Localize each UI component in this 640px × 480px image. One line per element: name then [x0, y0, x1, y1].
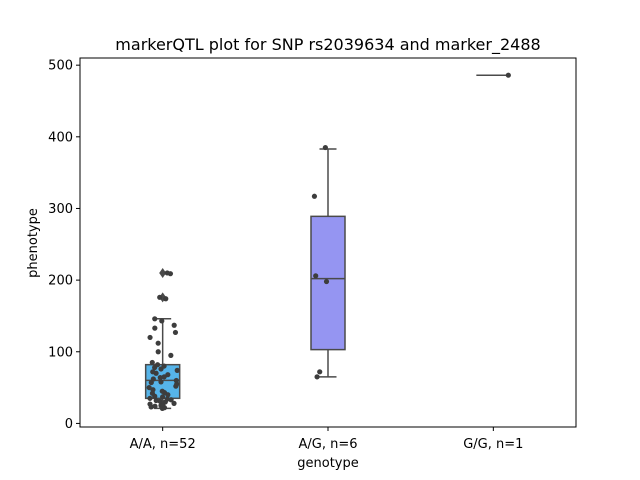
- data-point: [155, 349, 161, 355]
- y-tick-label: 200: [48, 274, 73, 289]
- data-point: [159, 318, 165, 324]
- box-group: [310, 144, 346, 380]
- y-axis-label: phenotype: [26, 208, 41, 278]
- data-point: [163, 296, 169, 302]
- x-tick-label: A/G, n=6: [298, 437, 357, 452]
- data-point: [149, 359, 155, 366]
- data-point: [171, 322, 177, 328]
- y-tick-label: 400: [48, 130, 73, 145]
- data-point: [322, 144, 328, 151]
- y-tick-label: 0: [65, 417, 73, 432]
- data-point: [165, 372, 171, 378]
- chart-title: markerQTL plot for SNP rs2039634 and mar…: [115, 35, 540, 55]
- data-point: [147, 401, 153, 407]
- plot-area: [144, 72, 511, 411]
- data-point: [150, 376, 156, 382]
- data-point: [314, 374, 320, 380]
- data-point: [168, 352, 174, 358]
- data-point: [161, 363, 167, 369]
- x-axis: A/A, n=52 A/G, n=6 G/G, n=1: [130, 427, 523, 452]
- y-tick-label: 300: [48, 202, 73, 217]
- x-tick-label: A/A, n=52: [130, 437, 196, 452]
- data-point: [311, 193, 318, 199]
- data-point: [147, 395, 153, 401]
- data-point: [164, 270, 170, 276]
- data-point: [173, 377, 179, 384]
- data-point: [158, 379, 164, 385]
- data-point: [172, 329, 179, 336]
- data-point: [323, 278, 330, 285]
- x-axis-label: genotype: [297, 456, 358, 471]
- data-point: [155, 340, 161, 346]
- y-axis: 0 100 200 300 400 500: [48, 59, 80, 432]
- data-point: [147, 334, 153, 341]
- data-point: [150, 387, 156, 393]
- box-group: [476, 72, 511, 78]
- outlier-marker: [159, 267, 167, 278]
- data-point: [160, 394, 166, 400]
- data-point: [174, 367, 180, 373]
- y-tick-label: 100: [48, 345, 73, 360]
- x-tick-label: G/G, n=1: [463, 437, 523, 452]
- data-point: [153, 397, 159, 404]
- data-point: [171, 400, 177, 406]
- data-point: [164, 396, 170, 402]
- data-point: [505, 72, 511, 78]
- data-point: [317, 369, 323, 375]
- data-point: [146, 384, 152, 391]
- data-point: [152, 316, 158, 322]
- data-point: [157, 374, 163, 381]
- data-point: [154, 362, 161, 368]
- box-group: [144, 267, 181, 411]
- data-point: [152, 325, 158, 331]
- data-point: [159, 388, 165, 394]
- data-point: [152, 403, 158, 409]
- data-point: [313, 273, 319, 279]
- data-point: [150, 369, 156, 375]
- y-tick-label: 500: [48, 59, 73, 74]
- data-point: [157, 294, 163, 300]
